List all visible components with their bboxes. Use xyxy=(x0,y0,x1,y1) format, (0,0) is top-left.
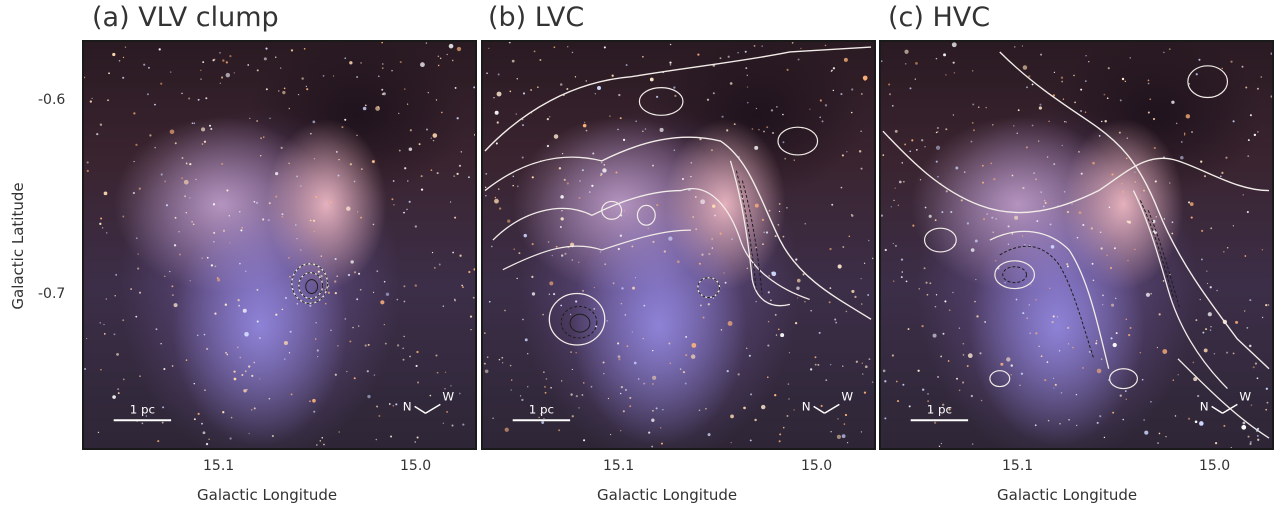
x-tick-15-0-a: 15.0 xyxy=(400,458,432,474)
x-tick-15-1-c: 15.1 xyxy=(1002,458,1034,474)
y-axis-label: Galactic Latitude xyxy=(9,182,27,310)
panel-c-image: 1 pc N W xyxy=(879,40,1274,450)
panel-a-image: 1 pc N W xyxy=(82,40,477,450)
y-tick-0-6: -0.6 xyxy=(38,92,66,108)
panel-b-overlay: 1 pc N W xyxy=(483,42,874,448)
x-tick-15-0-b: 15.0 xyxy=(801,458,833,474)
x-axis-label-b: Galactic Longitude xyxy=(597,486,738,504)
x-axis-label-c: Galactic Longitude xyxy=(997,486,1138,504)
compass-w: W xyxy=(442,389,454,403)
compass: N W xyxy=(403,389,454,414)
hvc-contours xyxy=(882,51,1270,439)
panel-b-title: (b) LVC xyxy=(488,2,585,33)
compass-w: W xyxy=(1239,389,1251,403)
compass-n: N xyxy=(1200,399,1209,413)
x-axis-label-a: Galactic Longitude xyxy=(197,486,338,504)
panel-a-overlay: 1 pc N W xyxy=(84,42,475,446)
x-tick-15-0-c: 15.0 xyxy=(1199,458,1231,474)
compass: N W xyxy=(802,389,853,414)
x-tick-15-1-a: 15.1 xyxy=(203,458,235,474)
compass-n: N xyxy=(802,399,811,413)
panel-a-title: (a) VLV clump xyxy=(92,2,279,33)
panel-c-overlay: 1 pc N W xyxy=(881,42,1272,448)
star-field xyxy=(881,42,1272,448)
star-field xyxy=(84,42,475,446)
y-tick-0-7: -0.7 xyxy=(38,286,66,302)
lvc-contours xyxy=(484,46,872,346)
scale-bar: 1 pc xyxy=(512,402,571,422)
star-field xyxy=(483,42,874,448)
scale-bar: 1 pc xyxy=(113,402,172,422)
panel-c-title: (c) HVC xyxy=(888,2,991,33)
compass-n: N xyxy=(403,399,412,413)
x-tick-15-1-b: 15.1 xyxy=(603,458,635,474)
vlv-clump-contours xyxy=(291,263,329,305)
scale-bar-label: 1 pc xyxy=(130,402,155,416)
scale-bar-label: 1 pc xyxy=(529,402,554,416)
scale-bar: 1 pc xyxy=(910,402,969,422)
panel-b-image: 1 pc N W xyxy=(481,40,876,450)
compass-w: W xyxy=(841,389,853,403)
compass: N W xyxy=(1200,389,1251,414)
scale-bar-label: 1 pc xyxy=(927,402,952,416)
